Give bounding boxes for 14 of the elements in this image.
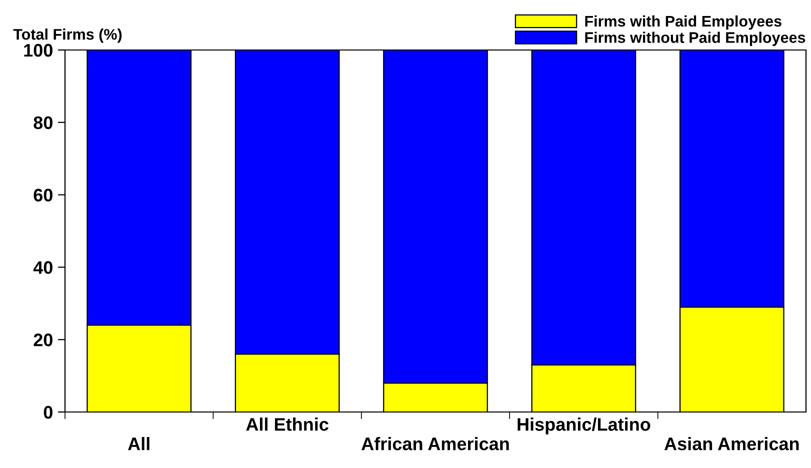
x-tick-label: African American (362, 437, 509, 450)
y-tick-label: 0 (44, 406, 52, 419)
legend-label: Firms without Paid Employees (585, 32, 806, 46)
y-axis-title: Total Firms (%) (13, 28, 122, 43)
x-tick-label: All Ethnic (246, 418, 328, 431)
legend-label: Firms with Paid Employees (585, 15, 782, 30)
y-tick-label: 40 (33, 261, 52, 274)
x-tick-label: Hispanic/Latino (518, 418, 650, 434)
y-tick-label: 60 (34, 188, 52, 202)
x-tick-label: Asian American (664, 437, 799, 450)
y-tick-label: 80 (34, 116, 52, 130)
y-tick-label: 20 (34, 334, 52, 346)
x-tick-label: All (128, 437, 150, 450)
y-tick-label: 100 (24, 44, 52, 57)
